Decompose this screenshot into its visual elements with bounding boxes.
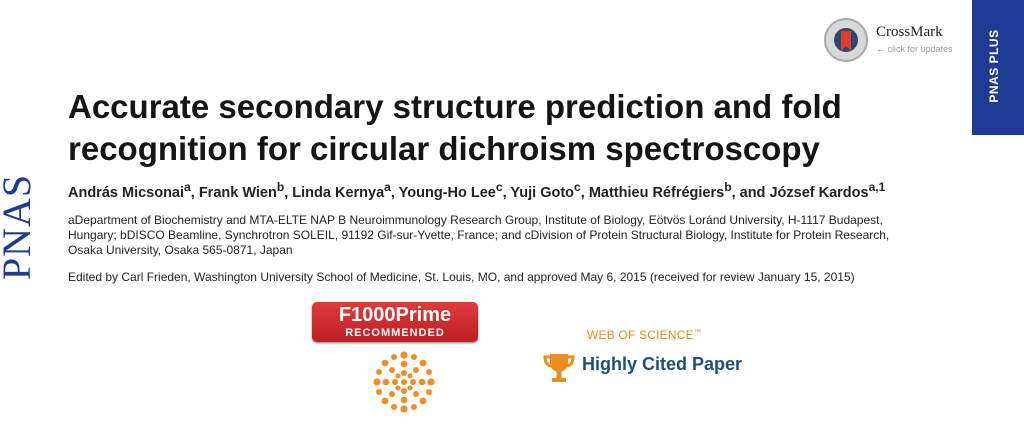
title-line-1: Accurate secondary structure prediction … — [68, 88, 842, 125]
crossmark-button[interactable]: CrossMark ← click for updates — [824, 18, 953, 64]
affiliations: aDepartment of Biochemistry and MTA-ELTE… — [68, 213, 958, 258]
author: András Micsonai — [68, 184, 185, 201]
author-list: András Micsonaia, Frank Wienb, Linda Ker… — [68, 180, 886, 201]
trophy-icon — [543, 354, 575, 382]
article-title: Accurate secondary structure prediction … — [68, 86, 928, 170]
f1000prime-label: F1000Prime — [338, 304, 452, 326]
affiliation-line: Osaka University, Osaka 565-0871, Japan — [68, 243, 293, 257]
author: Frank Wien — [198, 184, 277, 201]
affiliation-line: aDepartment of Biochemistry and MTA-ELTE… — [68, 213, 883, 227]
edited-by: Edited by Carl Frieden, Washington Unive… — [68, 270, 855, 284]
crossmark-title: CrossMark — [876, 24, 943, 40]
author: Yuji Goto — [510, 184, 575, 201]
pnas-plus-label: PNAS PLUS — [987, 29, 1001, 103]
author: Young-Ho Lee — [398, 184, 496, 201]
affiliation-line: Hungary; bDISCO Beamline, Synchrotron SO… — [68, 228, 890, 242]
thomson-reuters-logo — [373, 351, 435, 413]
highly-cited-paper-label: Highly Cited Paper — [582, 354, 743, 374]
crossmark-icon — [824, 18, 868, 62]
author: Linda Kernya — [292, 184, 385, 201]
author: József Kardos — [769, 184, 869, 201]
f1000prime-badge[interactable]: F1000Prime RECOMMENDED — [312, 302, 478, 342]
author: Matthieu Réfrégiers — [588, 184, 725, 201]
pnas-logo: PNAS — [0, 173, 39, 281]
crossmark-subtitle: ← click for updates — [876, 44, 953, 54]
web-of-science-label: WEB OF SCIENCE™ — [587, 328, 702, 342]
pnas-plus-badge: PNAS PLUS — [972, 0, 1024, 135]
recommended-label: RECOMMENDED — [345, 327, 445, 339]
pnas-sidebar: PNAS — [0, 0, 39, 427]
title-line-2: recognition for circular dichroism spect… — [68, 130, 820, 167]
